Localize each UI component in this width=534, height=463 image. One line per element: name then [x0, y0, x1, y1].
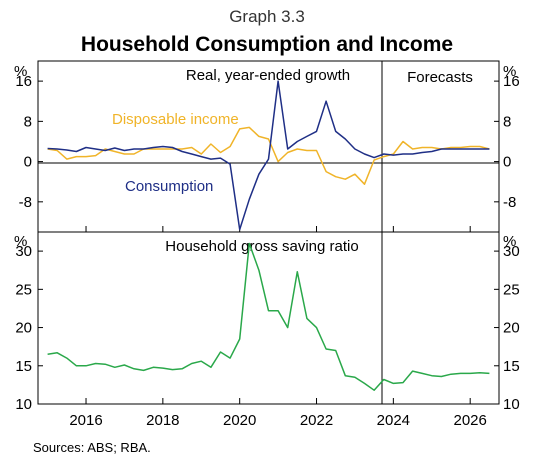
- top-left-tick-label: -8: [19, 194, 32, 211]
- bottom-left-tick-label: 10: [15, 396, 32, 413]
- series-label-disposable-income: Disposable income: [112, 111, 239, 128]
- top-left-tick-label: 8: [24, 113, 32, 130]
- bottom-right-unit: %: [503, 233, 516, 250]
- top-right-tick-label: 8: [503, 113, 511, 130]
- top-panel-title: Real, year-ended growth: [186, 67, 350, 84]
- bottom-right-tick-label: 25: [503, 281, 520, 298]
- sources-note: Sources: ABS; RBA.: [33, 440, 151, 455]
- series-line-saving-ratio: [47, 242, 490, 391]
- series-line-consumption: [47, 80, 490, 231]
- bottom-right-tick-label: 20: [503, 320, 520, 337]
- chart-title: Household Consumption and Income: [80, 33, 454, 56]
- bottom-left-tick-label: 30: [15, 243, 32, 260]
- x-tick-label: 2016: [69, 412, 102, 429]
- bottom-right-tick-label: 10: [503, 396, 520, 413]
- bottom-left-unit: %: [14, 233, 27, 250]
- bottom-left-tick-label: 15: [15, 358, 32, 375]
- series-layer: [47, 80, 490, 391]
- x-tick-label: 2018: [146, 412, 179, 429]
- top-left-unit: %: [14, 63, 27, 80]
- x-tick-label: 2022: [300, 412, 333, 429]
- x-tick-label: 2026: [454, 412, 487, 429]
- bottom-left-tick-label: 25: [15, 281, 32, 298]
- bottom-left-tick-label: 20: [15, 320, 32, 337]
- top-right-tick-label: -8: [503, 194, 516, 211]
- series-label-consumption: Consumption: [125, 178, 213, 195]
- x-tick-label: 2024: [377, 412, 410, 429]
- top-right-tick-label: 0: [503, 154, 511, 171]
- top-right-unit: %: [503, 63, 516, 80]
- graph-label: Graph 3.3: [229, 7, 305, 26]
- series-line-disposable-income: [47, 126, 490, 185]
- forecast-label: Forecasts: [407, 69, 473, 86]
- top-left-tick-label: 0: [24, 154, 32, 171]
- bottom-right-tick-label: 15: [503, 358, 520, 375]
- top-left-tick-label: 16: [15, 73, 32, 90]
- x-tick-label: 2020: [223, 412, 256, 429]
- top-right-tick-label: 16: [503, 73, 520, 90]
- bottom-right-tick-label: 30: [503, 243, 520, 260]
- bottom-panel-title: Household gross saving ratio: [165, 238, 358, 255]
